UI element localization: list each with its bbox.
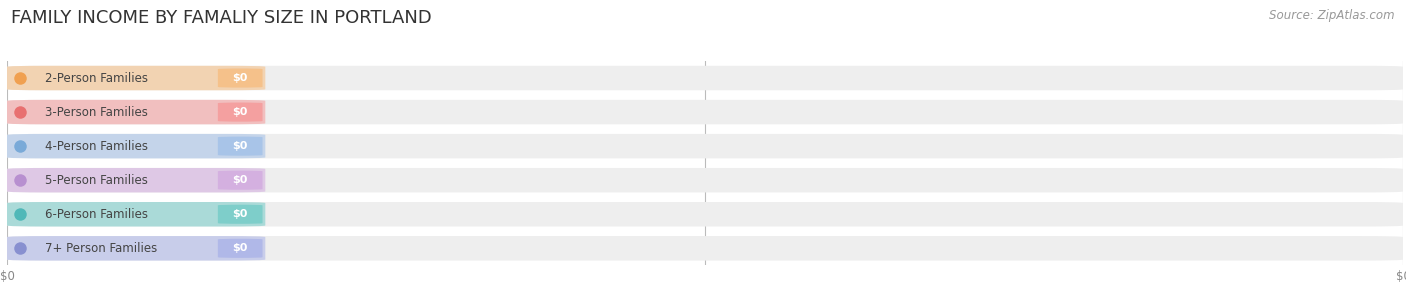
FancyBboxPatch shape [7, 236, 1403, 260]
FancyBboxPatch shape [218, 239, 263, 258]
FancyBboxPatch shape [7, 66, 1403, 90]
FancyBboxPatch shape [7, 202, 1403, 227]
FancyBboxPatch shape [7, 236, 266, 260]
FancyBboxPatch shape [7, 100, 1403, 124]
FancyBboxPatch shape [218, 68, 263, 88]
FancyBboxPatch shape [218, 137, 263, 156]
Text: $0: $0 [232, 73, 247, 83]
Text: 5-Person Families: 5-Person Families [45, 174, 148, 187]
Text: $0: $0 [232, 243, 247, 253]
Text: 4-Person Families: 4-Person Families [45, 140, 148, 152]
Text: $0: $0 [232, 107, 247, 117]
FancyBboxPatch shape [7, 100, 266, 124]
FancyBboxPatch shape [7, 168, 1403, 192]
FancyBboxPatch shape [218, 170, 263, 190]
FancyBboxPatch shape [218, 205, 263, 224]
Text: 3-Person Families: 3-Person Families [45, 106, 148, 119]
FancyBboxPatch shape [218, 102, 263, 122]
FancyBboxPatch shape [7, 66, 266, 90]
FancyBboxPatch shape [7, 134, 266, 158]
Text: 7+ Person Families: 7+ Person Families [45, 242, 157, 255]
Text: FAMILY INCOME BY FAMALIY SIZE IN PORTLAND: FAMILY INCOME BY FAMALIY SIZE IN PORTLAN… [11, 9, 432, 27]
FancyBboxPatch shape [7, 134, 1403, 158]
Text: $0: $0 [232, 141, 247, 151]
Text: Source: ZipAtlas.com: Source: ZipAtlas.com [1270, 9, 1395, 22]
Text: 2-Person Families: 2-Person Families [45, 72, 148, 84]
FancyBboxPatch shape [7, 202, 266, 227]
FancyBboxPatch shape [7, 168, 266, 192]
Text: 6-Person Families: 6-Person Families [45, 208, 148, 221]
Text: $0: $0 [232, 175, 247, 185]
Text: $0: $0 [232, 209, 247, 219]
